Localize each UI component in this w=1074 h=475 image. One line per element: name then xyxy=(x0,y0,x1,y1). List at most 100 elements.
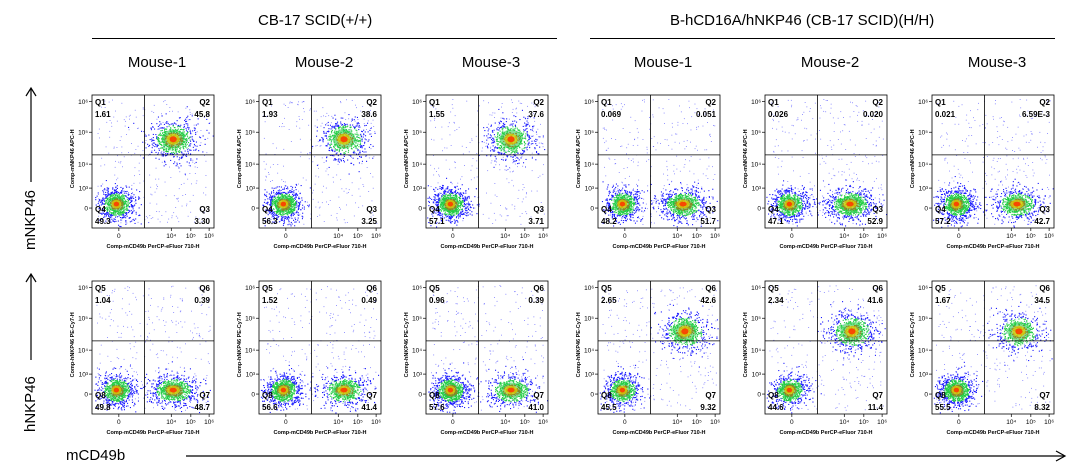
y-tick-label: 10³ xyxy=(79,186,89,193)
quadrant-name: Q3 xyxy=(705,205,716,214)
x-tick-label: 10⁶ xyxy=(710,419,720,426)
y-tick-label: 0 xyxy=(84,392,88,399)
y-tick-label: 10⁴ xyxy=(918,348,928,355)
quadrant-name: Q3 xyxy=(1039,205,1050,214)
x-tick-label: 10⁶ xyxy=(1044,419,1054,426)
x-tick-label: 10⁴ xyxy=(333,233,343,240)
plot-frame xyxy=(91,280,215,415)
y-tick-label: 10⁴ xyxy=(78,162,88,169)
quadrant-name: Q2 xyxy=(705,98,716,107)
x-tick-label: 10⁵ xyxy=(353,233,363,240)
quadrant-percent: 0.96 xyxy=(429,296,445,305)
x-tick-label: 10⁴ xyxy=(1006,419,1016,426)
quadrant-percent: 9.32 xyxy=(700,403,716,412)
quadrant-percent: 1.67 xyxy=(935,296,951,305)
x-tick-label: 0 xyxy=(957,419,961,426)
flow-plot-r2c5: Q5 2.34 Q6 41.6 Q7 11.4 Q8 44.6 10⁶ 10⁵ 10⁴ 10³ 0 Com… xyxy=(743,280,888,436)
x-tick-label: 10⁵ xyxy=(692,233,702,240)
density-cloud xyxy=(428,285,549,414)
quadrant-percent: 37.6 xyxy=(528,110,544,119)
quadrant-percent: 48.2 xyxy=(601,217,617,226)
quadrant-name: Q4 xyxy=(601,205,612,214)
x-axis-title: Comp-mCD49b PerCP-eFluor 710-H xyxy=(780,244,873,250)
x-tick-label: 10⁶ xyxy=(204,233,214,240)
y-tick-label: 10⁴ xyxy=(245,348,255,355)
y-tick-label: 10⁵ xyxy=(245,316,255,323)
y-tick-label: 10⁶ xyxy=(918,99,928,106)
quadrant-name: Q2 xyxy=(366,98,377,107)
y-tick-label: 10⁵ xyxy=(584,316,594,323)
x-tick-label: 10⁵ xyxy=(859,233,869,240)
x-axis-title: Comp-mCD49b PerCP-eFluor 710-H xyxy=(274,430,367,436)
quadrant-name: Q5 xyxy=(262,284,273,293)
quadrant-name: Q7 xyxy=(533,391,544,400)
y-tick-label: 10⁴ xyxy=(918,162,928,169)
quadrant-name: Q8 xyxy=(768,391,779,400)
y-tick-label: 10⁶ xyxy=(412,99,422,106)
x-tick-label: 0 xyxy=(451,233,455,240)
row-label-mnkp46: mNKP46 xyxy=(22,189,39,250)
x-tick-label: 10⁵ xyxy=(692,419,702,426)
quadrant-percent: 45.8 xyxy=(194,110,210,119)
y-tick-label: 10³ xyxy=(246,372,256,379)
mouse-label-h-1: Mouse-1 xyxy=(633,54,693,71)
quadrant-name: Q7 xyxy=(199,391,210,400)
y-tick-label: 10⁴ xyxy=(751,348,761,355)
y-tick-label: 10⁵ xyxy=(412,316,422,323)
y-tick-label: 10³ xyxy=(79,372,89,379)
flow-plot-r2c3: Q5 0.96 Q6 0.39 Q7 41.0 Q8 57.6 10⁶ 10⁵ 10⁴ 10³ 0 Com… xyxy=(404,280,549,436)
quadrant-name: Q6 xyxy=(705,284,716,293)
density-cloud xyxy=(260,285,380,414)
plot-frame xyxy=(931,94,1055,229)
y-tick-label: 10³ xyxy=(585,186,595,193)
y-tick-label: 0 xyxy=(757,206,761,213)
quadrant-percent: 0.39 xyxy=(528,296,544,305)
y-tick-label: 10⁶ xyxy=(918,285,928,292)
quadrant-percent: 0.021 xyxy=(935,110,956,119)
x-tick-label: 10⁵ xyxy=(1026,233,1036,240)
density-cloud xyxy=(427,99,546,228)
x-axis-title: Comp-mCD49b PerCP-eFluor 710-H xyxy=(947,244,1040,250)
x-tick-label: 10⁴ xyxy=(166,233,176,240)
y-tick-label: 10³ xyxy=(585,372,595,379)
quadrant-name: Q8 xyxy=(935,391,946,400)
x-axis-title: Comp-mCD49b PerCP-eFluor 710-H xyxy=(947,430,1040,436)
quadrant-name: Q7 xyxy=(366,391,377,400)
quadrant-percent: 42.7 xyxy=(1034,217,1050,226)
quadrant-percent: 48.7 xyxy=(194,403,210,412)
quadrant-percent: 1.55 xyxy=(429,110,445,119)
quadrant-percent: 34.5 xyxy=(1034,296,1050,305)
density-cloud xyxy=(262,99,378,227)
quadrant-name: Q5 xyxy=(768,284,779,293)
quadrant-percent: 0.051 xyxy=(696,110,717,119)
x-tick-label: 10⁴ xyxy=(166,419,176,426)
plot-frame xyxy=(597,94,721,229)
quadrant-percent: 47.1 xyxy=(768,217,784,226)
y-tick-label: 0 xyxy=(418,206,422,213)
quadrant-percent: 6.59E-3 xyxy=(1022,110,1051,119)
x-tick-label: 0 xyxy=(623,233,627,240)
density-cloud xyxy=(933,99,1054,228)
y-tick-label: 10⁵ xyxy=(245,130,255,137)
density-cloud xyxy=(766,285,886,414)
x-tick-label: 0 xyxy=(451,419,455,426)
x-tick-label: 0 xyxy=(623,419,627,426)
quadrant-percent: 1.93 xyxy=(262,110,278,119)
y-tick-label: 0 xyxy=(418,392,422,399)
quadrant-percent: 11.4 xyxy=(868,403,884,412)
density-cloud xyxy=(94,285,211,414)
x-tick-label: 0 xyxy=(284,233,288,240)
x-tick-label: 10⁶ xyxy=(710,233,720,240)
quadrant-name: Q4 xyxy=(935,205,946,214)
quadrant-name: Q2 xyxy=(199,98,210,107)
x-tick-label: 10⁶ xyxy=(877,233,887,240)
y-axis-title: Comp-mNKP46 APC-H xyxy=(404,129,410,188)
x-tick-label: 0 xyxy=(117,419,121,426)
density-cloud xyxy=(599,285,719,413)
x-tick-label: 10⁵ xyxy=(1026,419,1036,426)
y-tick-label: 0 xyxy=(924,392,928,399)
quadrant-name: Q5 xyxy=(601,284,612,293)
y-tick-label: 10⁵ xyxy=(918,130,928,137)
x-axis-label-mcd49b: mCD49b xyxy=(66,447,126,464)
y-tick-label: 10³ xyxy=(752,372,762,379)
